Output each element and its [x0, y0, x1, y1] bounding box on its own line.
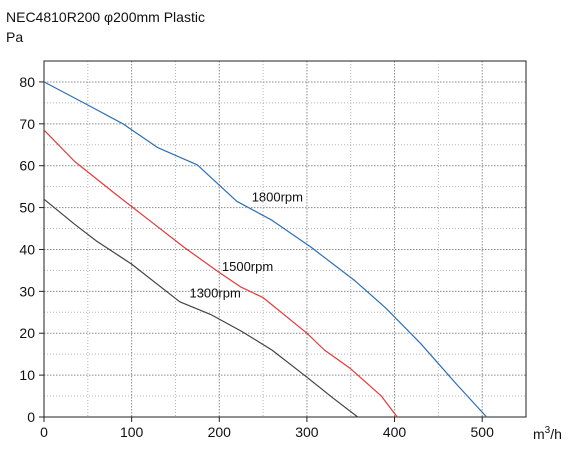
series-1500rpm: 1500rpm [43, 129, 398, 418]
chart-title: NEC4810R200 φ200mm Plastic [6, 9, 205, 25]
x-tick-label: 0 [40, 424, 48, 440]
plot-frame [43, 60, 527, 418]
series-line [43, 81, 488, 418]
x-tick-label: 300 [295, 424, 319, 440]
axes: 0 100 200 300 400 500 0 10 20 30 40 50 60 70 80 m3/h [19, 74, 562, 442]
y-tick-label: 10 [19, 367, 35, 383]
series-1300rpm: 1300rpm [43, 198, 359, 418]
x-tick-label: 200 [208, 424, 232, 440]
y-tick-label: 50 [19, 200, 35, 216]
y-tick-label: 0 [27, 409, 35, 425]
x-tick-label: 100 [120, 424, 144, 440]
y-tick-label: 20 [19, 325, 35, 341]
x-tick-label: 400 [383, 424, 407, 440]
y-axis-label: Pa [6, 29, 24, 45]
y-tick-label: 40 [19, 241, 35, 257]
x-tick-label: 500 [471, 424, 495, 440]
y-tick-label: 60 [19, 158, 35, 174]
series-line [43, 129, 398, 418]
series-label: 1300rpm [189, 286, 240, 301]
series-label: 1500rpm [222, 259, 273, 274]
grid-lines [44, 61, 526, 417]
y-tick-label: 30 [19, 283, 35, 299]
y-tick-label: 70 [19, 116, 35, 132]
y-tick-label: 80 [19, 74, 35, 90]
series-1800rpm: 1800rpm [43, 81, 488, 418]
x-axis-label: m3/h [533, 425, 562, 442]
series-line [43, 198, 359, 418]
series-label: 1800rpm [252, 189, 303, 204]
